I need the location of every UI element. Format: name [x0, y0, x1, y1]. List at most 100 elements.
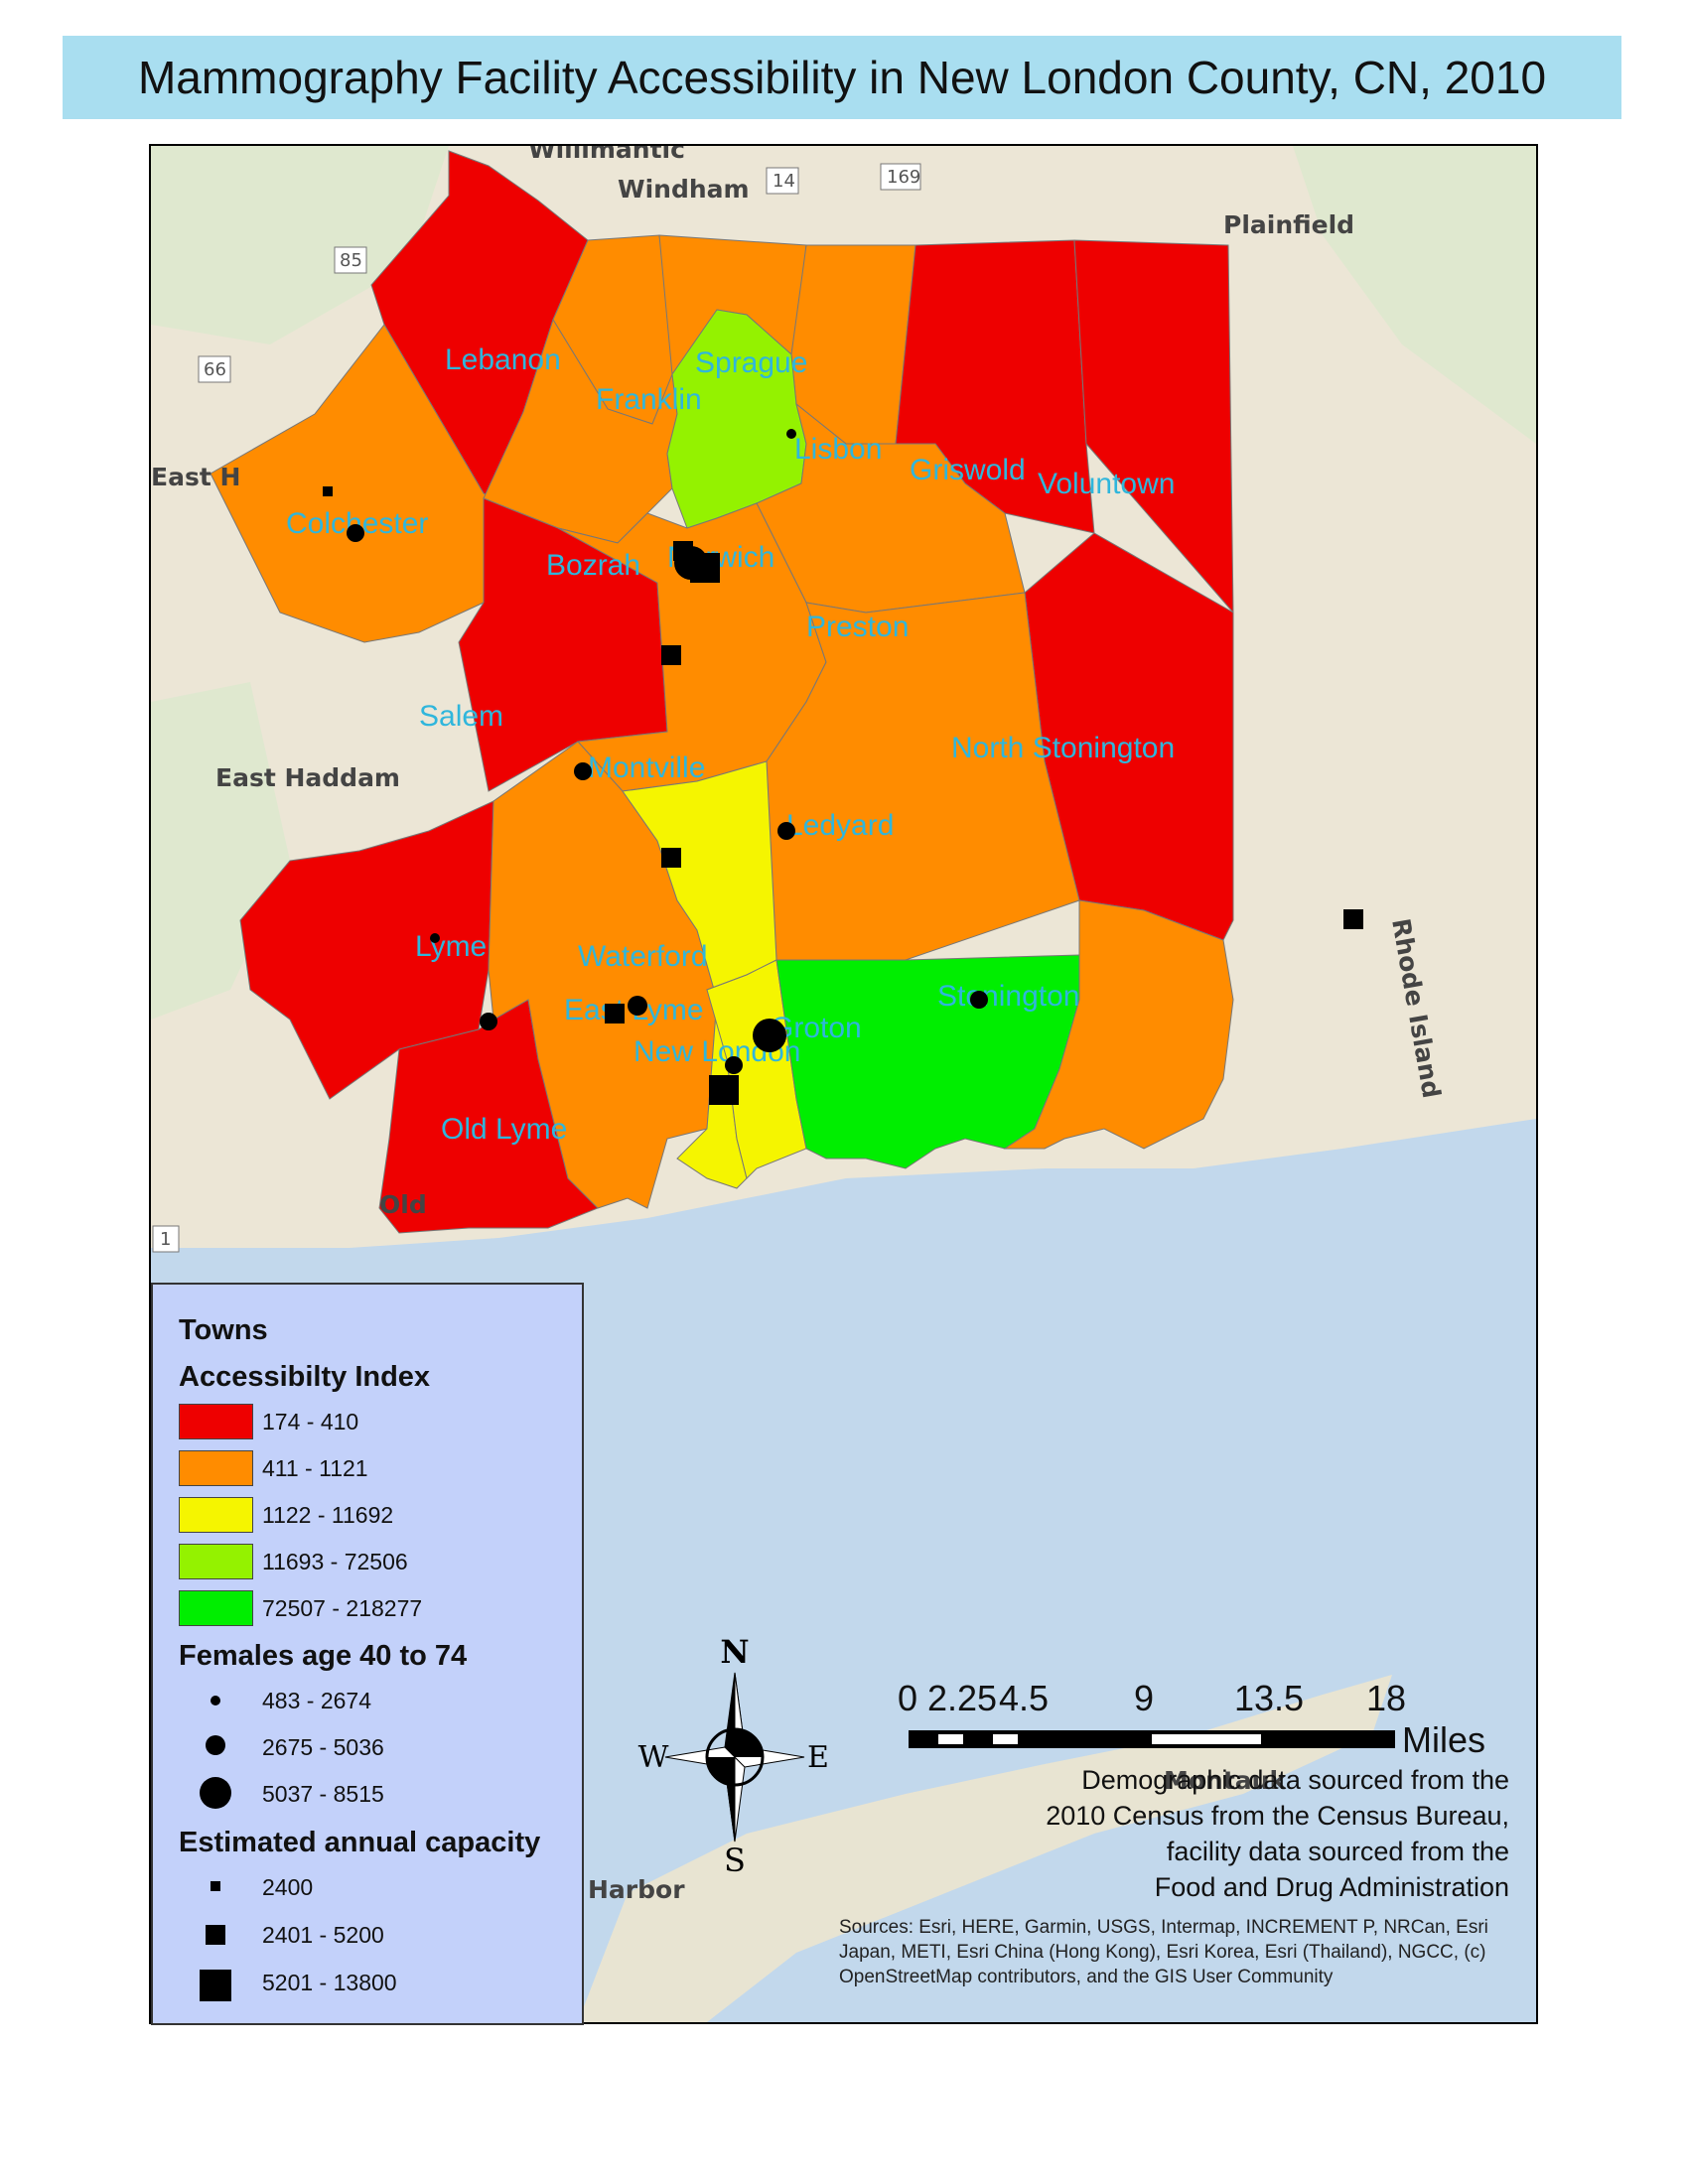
legend-females-title: Females age 40 to 74 [179, 1640, 468, 1672]
legend-pop-label: 483 - 2674 [262, 1688, 371, 1713]
capacity-symbol-medium [1343, 909, 1363, 929]
place-windham: Windham [618, 175, 750, 204]
legend-index-label: 1122 - 11692 [262, 1502, 394, 1528]
town-lisbon[interactable] [790, 244, 916, 445]
pop-symbol-medium [347, 524, 364, 542]
facility-capacity-symbols [323, 486, 1363, 1105]
legend-index-label: 174 - 410 [262, 1409, 359, 1434]
green-area [151, 146, 449, 344]
scale-bar: 0 2.25 4.5 9 13.5 18 Miles [894, 1673, 1509, 1762]
route-169: 169 [887, 167, 920, 188]
legend-swatch [179, 1544, 253, 1579]
place-east-haddam: East Haddam [215, 763, 400, 792]
legend-pop-symbol-medium [206, 1735, 225, 1755]
legend-index-row [179, 1403, 253, 1440]
legend-index-label: 411 - 1121 [262, 1455, 368, 1481]
map-canvas: Windham Willimantic Plainfield East H Ea… [151, 146, 1536, 2022]
legend-swatch [179, 1450, 253, 1486]
place-harbor: Harbor [588, 1875, 685, 1904]
data-credits: Demographic data sourced from the 2010 C… [943, 1762, 1509, 1905]
legend-capacity-symbol-medium [206, 1925, 225, 1945]
label-stonington: Stonington [937, 980, 1079, 1013]
legend-swatch [179, 1590, 253, 1626]
label-waterford: Waterford [578, 940, 708, 973]
credit-line: Demographic data sourced from the [1081, 1765, 1509, 1795]
legend-layer-title: Towns [179, 1314, 268, 1346]
label-old-lyme: Old Lyme [441, 1113, 567, 1146]
label-lyme: Lyme [415, 930, 487, 963]
capacity-symbol-medium [661, 848, 681, 868]
route-shield [766, 167, 799, 195]
label-voluntown: Voluntown [1038, 468, 1175, 500]
legend-pop-label: 2675 - 5036 [262, 1734, 384, 1760]
place-plainfield: Plainfield [1223, 210, 1354, 239]
route-66: 66 [204, 359, 226, 380]
scale-tick-2.25: 2.25 [927, 1678, 997, 1718]
route-1: 1 [160, 1229, 171, 1250]
legend-swatch [179, 1404, 253, 1439]
route-shield [152, 1225, 180, 1253]
legend-index-row [179, 1589, 253, 1627]
legend-capacity-label: 2401 - 5200 [262, 1922, 384, 1948]
north-arrow: N S W E [635, 1633, 834, 1881]
label-ledyard: Ledyard [786, 809, 894, 842]
capacity-symbol-medium [673, 541, 693, 561]
map-frame[interactable]: Windham Willimantic Plainfield East H Ea… [149, 144, 1538, 2024]
scale-tick-18: 18 [1366, 1678, 1406, 1718]
place-old: Old [379, 1190, 427, 1219]
label-bozrah: Bozrah [546, 549, 640, 582]
credit-line: facility data sourced from the [1166, 1837, 1509, 1866]
legend-index-title: Accessibilty Index [179, 1361, 431, 1393]
legend-capacity-symbol-large [200, 1970, 231, 2001]
place-east-h: East H [151, 463, 240, 491]
legend-capacity-symbol-small [211, 1881, 220, 1891]
pop-symbol-medium [725, 1056, 743, 1074]
pop-symbol-large [753, 1019, 786, 1052]
scale-tick-0: 0 [898, 1678, 917, 1718]
compass-w: W [638, 1740, 669, 1775]
legend-capacity-label: 2400 [262, 1874, 314, 1900]
legend-swatch [179, 1497, 253, 1533]
route-shield [880, 163, 921, 191]
legend-index-label: 72507 - 218277 [262, 1595, 423, 1621]
legend-pop-label: 5037 - 8515 [262, 1781, 384, 1807]
capacity-symbol-large [690, 553, 720, 583]
pop-symbol-medium [970, 991, 988, 1009]
place-montauk: Montauk [1164, 1766, 1287, 1795]
compass-n: N [720, 1633, 749, 1671]
route-85: 85 [340, 250, 362, 271]
label-north-stonington: North Stonington [951, 732, 1175, 764]
legend-index-row [179, 1449, 253, 1487]
legend-capacity-label: 5201 - 13800 [262, 1970, 397, 1995]
label-sprague: Sprague [695, 346, 807, 379]
town-labels: Lebanon Franklin Sprague Lisbon Griswold… [286, 343, 1175, 1146]
basemap-sources: Sources: Esri, HERE, Garmin, USGS, Inter… [839, 1917, 1488, 1987]
pop-symbol-medium [628, 996, 647, 1016]
compass-e: E [807, 1740, 829, 1775]
legend-index-row [179, 1496, 253, 1534]
capacity-symbol-medium [605, 1004, 625, 1024]
capacity-symbol-medium [661, 645, 681, 665]
label-franklin: Franklin [596, 383, 702, 416]
label-salem: Salem [419, 700, 503, 733]
legend-pop-symbol-large [200, 1777, 231, 1809]
label-montville: Montville [588, 751, 705, 784]
legend-index-label: 11693 - 72506 [262, 1549, 408, 1574]
long-island [578, 1675, 1392, 2022]
route-14: 14 [773, 171, 795, 192]
legend-index-row [179, 1543, 253, 1580]
scale-tick-9: 9 [1134, 1678, 1154, 1718]
scale-tick-13.5: 13.5 [1234, 1678, 1304, 1718]
credit-line: 2010 Census from the Census Bureau, [1046, 1801, 1509, 1831]
label-griswold: Griswold [910, 454, 1026, 486]
town-stonington[interactable] [1003, 899, 1234, 1150]
capacity-symbol-small [323, 486, 333, 496]
label-preston: Preston [806, 611, 909, 643]
green-area [1293, 146, 1536, 444]
map-legend: Towns Accessibilty Index 174 - 410 411 -… [151, 1283, 584, 2025]
compass-s: S [724, 1842, 746, 1879]
scale-tick-4.5: 4.5 [999, 1678, 1049, 1718]
pop-symbol-medium [480, 1013, 497, 1030]
scale-unit: Miles [1402, 1719, 1485, 1760]
route-shield [198, 355, 231, 383]
